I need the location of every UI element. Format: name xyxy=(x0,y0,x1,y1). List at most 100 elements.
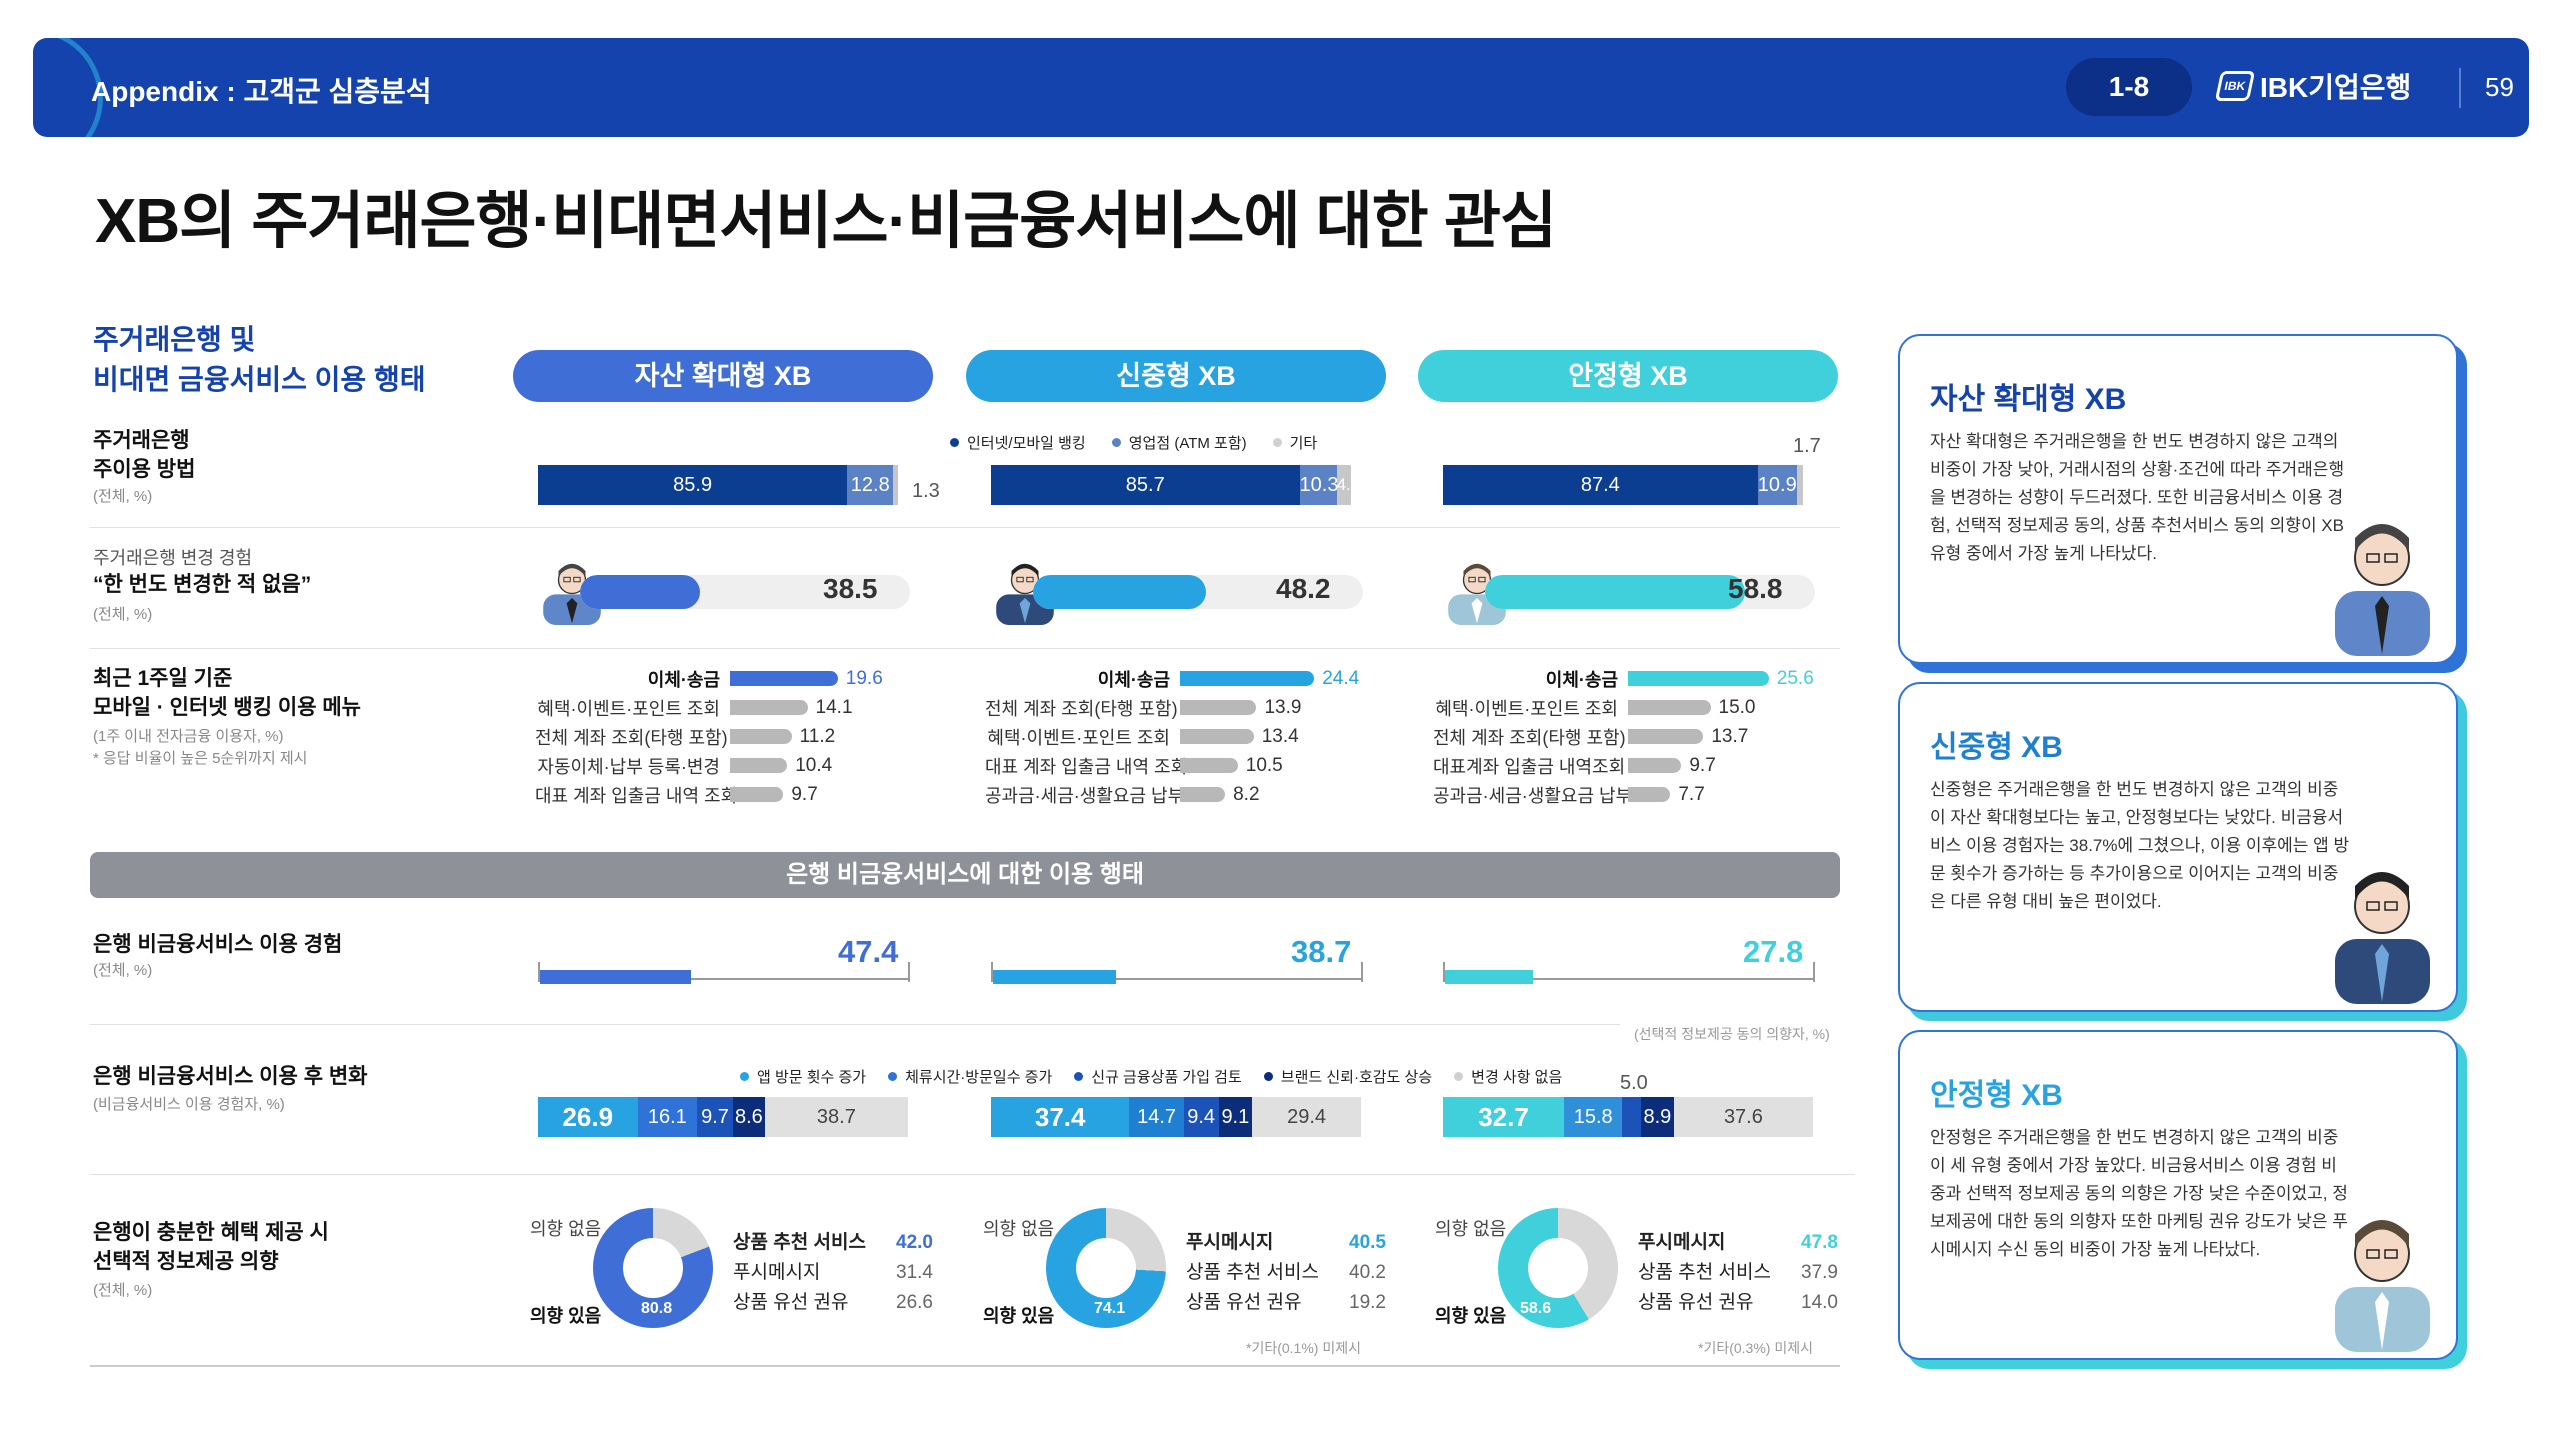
consent-option-row: 상품 유선 권유 14.0 xyxy=(1638,1288,1838,1318)
usage-segment: 87.4 xyxy=(1443,465,1758,505)
summary-card: 신중형 XB 신중형은 주거래은행을 한 번도 변경하지 않은 고객의 비중이 자… xyxy=(1898,682,2458,1012)
after-row-label: 은행 비금융서비스 이용 후 변화 xyxy=(93,1065,368,1088)
mobile-menu-value: 19.6 xyxy=(845,667,883,689)
after-row-sub: (비금융서비스 이용 경험자, %) xyxy=(93,1096,285,1113)
after-segment: 16.1 xyxy=(637,1097,698,1137)
mobile-menu-row: 혜택·이벤트·포인트 조회 13.4 xyxy=(985,722,1430,751)
header-decoration xyxy=(33,38,103,137)
row-sub-line: (1주 이내 전자금융 이용자, %) xyxy=(93,728,284,745)
nonfin-value: 47.4 xyxy=(838,934,899,969)
row-divider xyxy=(90,527,1840,528)
consent-option-row: 푸시메시지 47.8 xyxy=(1638,1228,1838,1258)
axis-tick xyxy=(538,962,540,982)
consent-option-row: 상품 추천 서비스 42.0 xyxy=(733,1228,933,1258)
mobile-menu-label: 공과금·세금·생활요금 납부 xyxy=(985,785,1185,806)
mobile-menu-value: 14.1 xyxy=(815,696,853,718)
after-segment: 32.7 xyxy=(1443,1097,1564,1137)
section-title-line: 비대면 금융서비스 이용 행태 xyxy=(93,364,426,395)
change-value: 58.8 xyxy=(1728,573,1783,604)
mobile-menu-value: 9.7 xyxy=(791,783,818,805)
after-segment: 29.4 xyxy=(1252,1097,1361,1137)
consent-donut: 80.8 xyxy=(593,1208,713,1328)
consent-yes-percent: 80.8 xyxy=(641,1300,673,1317)
after-segment: 9.4 xyxy=(1183,1097,1219,1137)
mobile-menu-row: 대표 계좌 입출금 내역 조회 10.5 xyxy=(985,751,1430,780)
mobile-menu-label: 대표 계좌 입출금 내역 조회 xyxy=(535,785,738,806)
consent-option-label: 상품 추천 서비스 xyxy=(1638,1262,1771,1283)
change-bar-track xyxy=(1033,575,1363,609)
consent-option-label: 푸시메시지 xyxy=(733,1262,821,1283)
mobile-menu-label: 혜택·이벤트·포인트 조회 xyxy=(537,698,720,719)
mobile-row-sub: (1주 이내 전자금융 이용자, %) * 응답 비율이 높은 5순위까지 제시 xyxy=(93,726,307,770)
mobile-menu-value: 24.4 xyxy=(1322,667,1360,689)
mobile-menu-label: 대표 계좌 입출금 내역 조회 xyxy=(985,756,1188,777)
mobile-menu-bar xyxy=(730,758,788,773)
nonfin-note: (선택적 정보제공 동의 의향자, %) xyxy=(1634,1026,1830,1042)
legend-item: 체류시간·방문일수 증가 xyxy=(888,1066,1052,1087)
mobile-menu-label: 혜택·이벤트·포인트 조회 xyxy=(987,727,1170,748)
mobile-menu-row: 이체·송금 25.6 xyxy=(1433,664,1878,693)
mobile-menu-value: 13.4 xyxy=(1261,725,1299,747)
consent-option-value: 40.2 xyxy=(1349,1262,1386,1283)
axis-tick xyxy=(1813,962,1815,982)
row-divider xyxy=(90,1024,1620,1025)
row-label-line: 모바일 · 인터넷 뱅킹 이용 메뉴 xyxy=(93,696,362,719)
row-divider xyxy=(90,648,1840,649)
consent-option-value: 31.4 xyxy=(896,1262,933,1283)
after-segment: 37.4 xyxy=(991,1097,1130,1137)
consent-yes-label: 의향 있음 xyxy=(530,1306,602,1326)
consent-option-list: 푸시메시지 47.8 상품 추천 서비스 37.9 상품 유선 권유 14.0 xyxy=(1638,1228,1838,1318)
legend-item: 브랜드 신뢰·호감도 상승 xyxy=(1264,1066,1432,1087)
mobile-menu-bar xyxy=(730,787,784,802)
section-number-badge: 1-8 xyxy=(2066,58,2192,116)
nonfin-bar xyxy=(540,970,691,984)
mobile-menu-bar xyxy=(730,729,792,744)
column-header-asset-expansion: 자산 확대형 XB xyxy=(513,350,933,402)
mobile-menu-bar xyxy=(1180,758,1238,773)
usage-outside-label: 1.3 xyxy=(912,480,940,502)
usage-segment xyxy=(1796,465,1803,505)
usage-segment: 10.9 xyxy=(1757,465,1797,505)
nonfin-row-label: 은행 비금융서비스 이용 경험 xyxy=(93,933,343,956)
consent-option-value: 26.6 xyxy=(896,1292,933,1313)
summary-card-body: 안정형은 주거래은행을 한 번도 변경하지 않은 고객의 비중이 세 유형 중에… xyxy=(1930,1128,2348,1259)
mobile-menu-bar xyxy=(1628,729,1704,744)
mobile-menu-bar xyxy=(1180,787,1226,802)
consent-no-label: 의향 없음 xyxy=(530,1219,602,1239)
mobile-menu-value: 7.7 xyxy=(1678,783,1705,805)
mobile-menu-label: 공과금·세금·생활요금 납부 xyxy=(1433,785,1633,806)
after-segment: 8.6 xyxy=(732,1097,765,1137)
after-stack-bar: 37.4 14.7 9.4 9.1 29.4 xyxy=(991,1097,1361,1137)
usage-legend: 인터넷/모바일 뱅킹 영업점 (ATM 포함) 기타 xyxy=(950,432,1317,453)
mobile-menu-row: 전체 계좌 조회(타행 포함) 13.7 xyxy=(1433,722,1878,751)
mobile-menu-bar xyxy=(1628,700,1711,715)
ibk-logo-icon: IBK xyxy=(2214,71,2256,101)
consent-donut: 74.1 xyxy=(1046,1208,1166,1328)
mobile-menu-row: 대표 계좌 입출금 내역 조회 9.7 xyxy=(535,780,980,809)
consent-row-label: 은행이 충분한 혜택 제공 시 선택적 정보제공 의향 xyxy=(93,1218,329,1276)
change-row-small-label: 주거래은행 변경 경험 xyxy=(93,548,253,568)
person-illustration-icon xyxy=(2325,844,2435,1004)
mobile-menu-value: 13.7 xyxy=(1711,725,1749,747)
nonfin-bar xyxy=(1445,970,1534,984)
mobile-menu-row: 전체 계좌 조회(타행 포함) 13.9 xyxy=(985,693,1430,722)
consent-option-label: 상품 추천 서비스 xyxy=(733,1232,866,1253)
legend-item: 신규 금융상품 가입 검토 xyxy=(1074,1066,1242,1087)
mobile-menu-bar xyxy=(1628,758,1682,773)
mobile-menu-bar xyxy=(1180,700,1257,715)
summary-card-title: 안정형 XB xyxy=(1930,1079,2063,1112)
consent-note: *기타(0.3%) 미제시 xyxy=(1698,1340,1813,1356)
usage-segment xyxy=(893,465,898,505)
mobile-menu-value: 15.0 xyxy=(1718,696,1756,718)
consent-option-list: 푸시메시지 40.5 상품 추천 서비스 40.2 상품 유선 권유 19.2 xyxy=(1186,1228,1386,1318)
row-sub-line: * 응답 비율이 높은 5순위까지 제시 xyxy=(93,750,308,767)
consent-option-value: 37.9 xyxy=(1801,1262,1838,1283)
legend-item: 기타 xyxy=(1273,432,1318,453)
usage-segment: 10.3 xyxy=(1299,465,1337,505)
consent-option-value: 19.2 xyxy=(1349,1292,1386,1313)
axis-line xyxy=(991,978,1363,980)
consent-yes-label: 의향 있음 xyxy=(983,1306,1055,1326)
summary-card: 자산 확대형 XB 자산 확대형은 주거래은행을 한 번도 변경하지 않은 고객의… xyxy=(1898,334,2458,664)
mobile-menu-chart: 이체·송금 19.6 혜택·이벤트·포인트 조회 14.1 전체 계좌 조회(타행 포함… xyxy=(535,664,980,809)
consent-option-row: 상품 추천 서비스 40.2 xyxy=(1186,1258,1386,1288)
